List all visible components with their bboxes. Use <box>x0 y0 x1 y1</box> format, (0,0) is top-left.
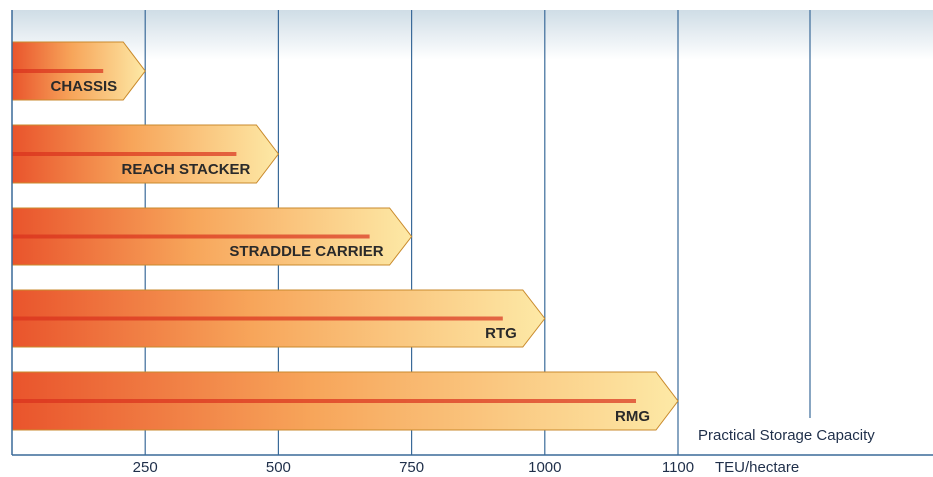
x-tick-label: 1100 <box>662 459 694 476</box>
category-label: CHASSIS <box>51 78 118 95</box>
category-label: STRADDLE CARRIER <box>229 243 383 260</box>
bar-stripe <box>12 399 636 403</box>
x-tick-label: 250 <box>133 459 158 476</box>
x-tick-label: 500 <box>266 459 291 476</box>
bar-stripe <box>12 152 237 156</box>
category-label: RMG <box>615 408 650 425</box>
x-tick-label: 1000 <box>528 459 561 476</box>
plot <box>11 10 679 455</box>
x-axis-label: TEU/hectare <box>715 459 799 476</box>
category-label: REACH STACKER <box>121 161 250 178</box>
bar-stripe <box>12 69 104 73</box>
bar-stripe <box>12 234 370 239</box>
annotation: Practical Storage Capacity <box>698 427 875 444</box>
sky-band <box>12 10 933 60</box>
bar-stripe <box>12 316 503 321</box>
category-label: RTG <box>485 325 517 342</box>
x-tick-label: 750 <box>399 459 424 476</box>
